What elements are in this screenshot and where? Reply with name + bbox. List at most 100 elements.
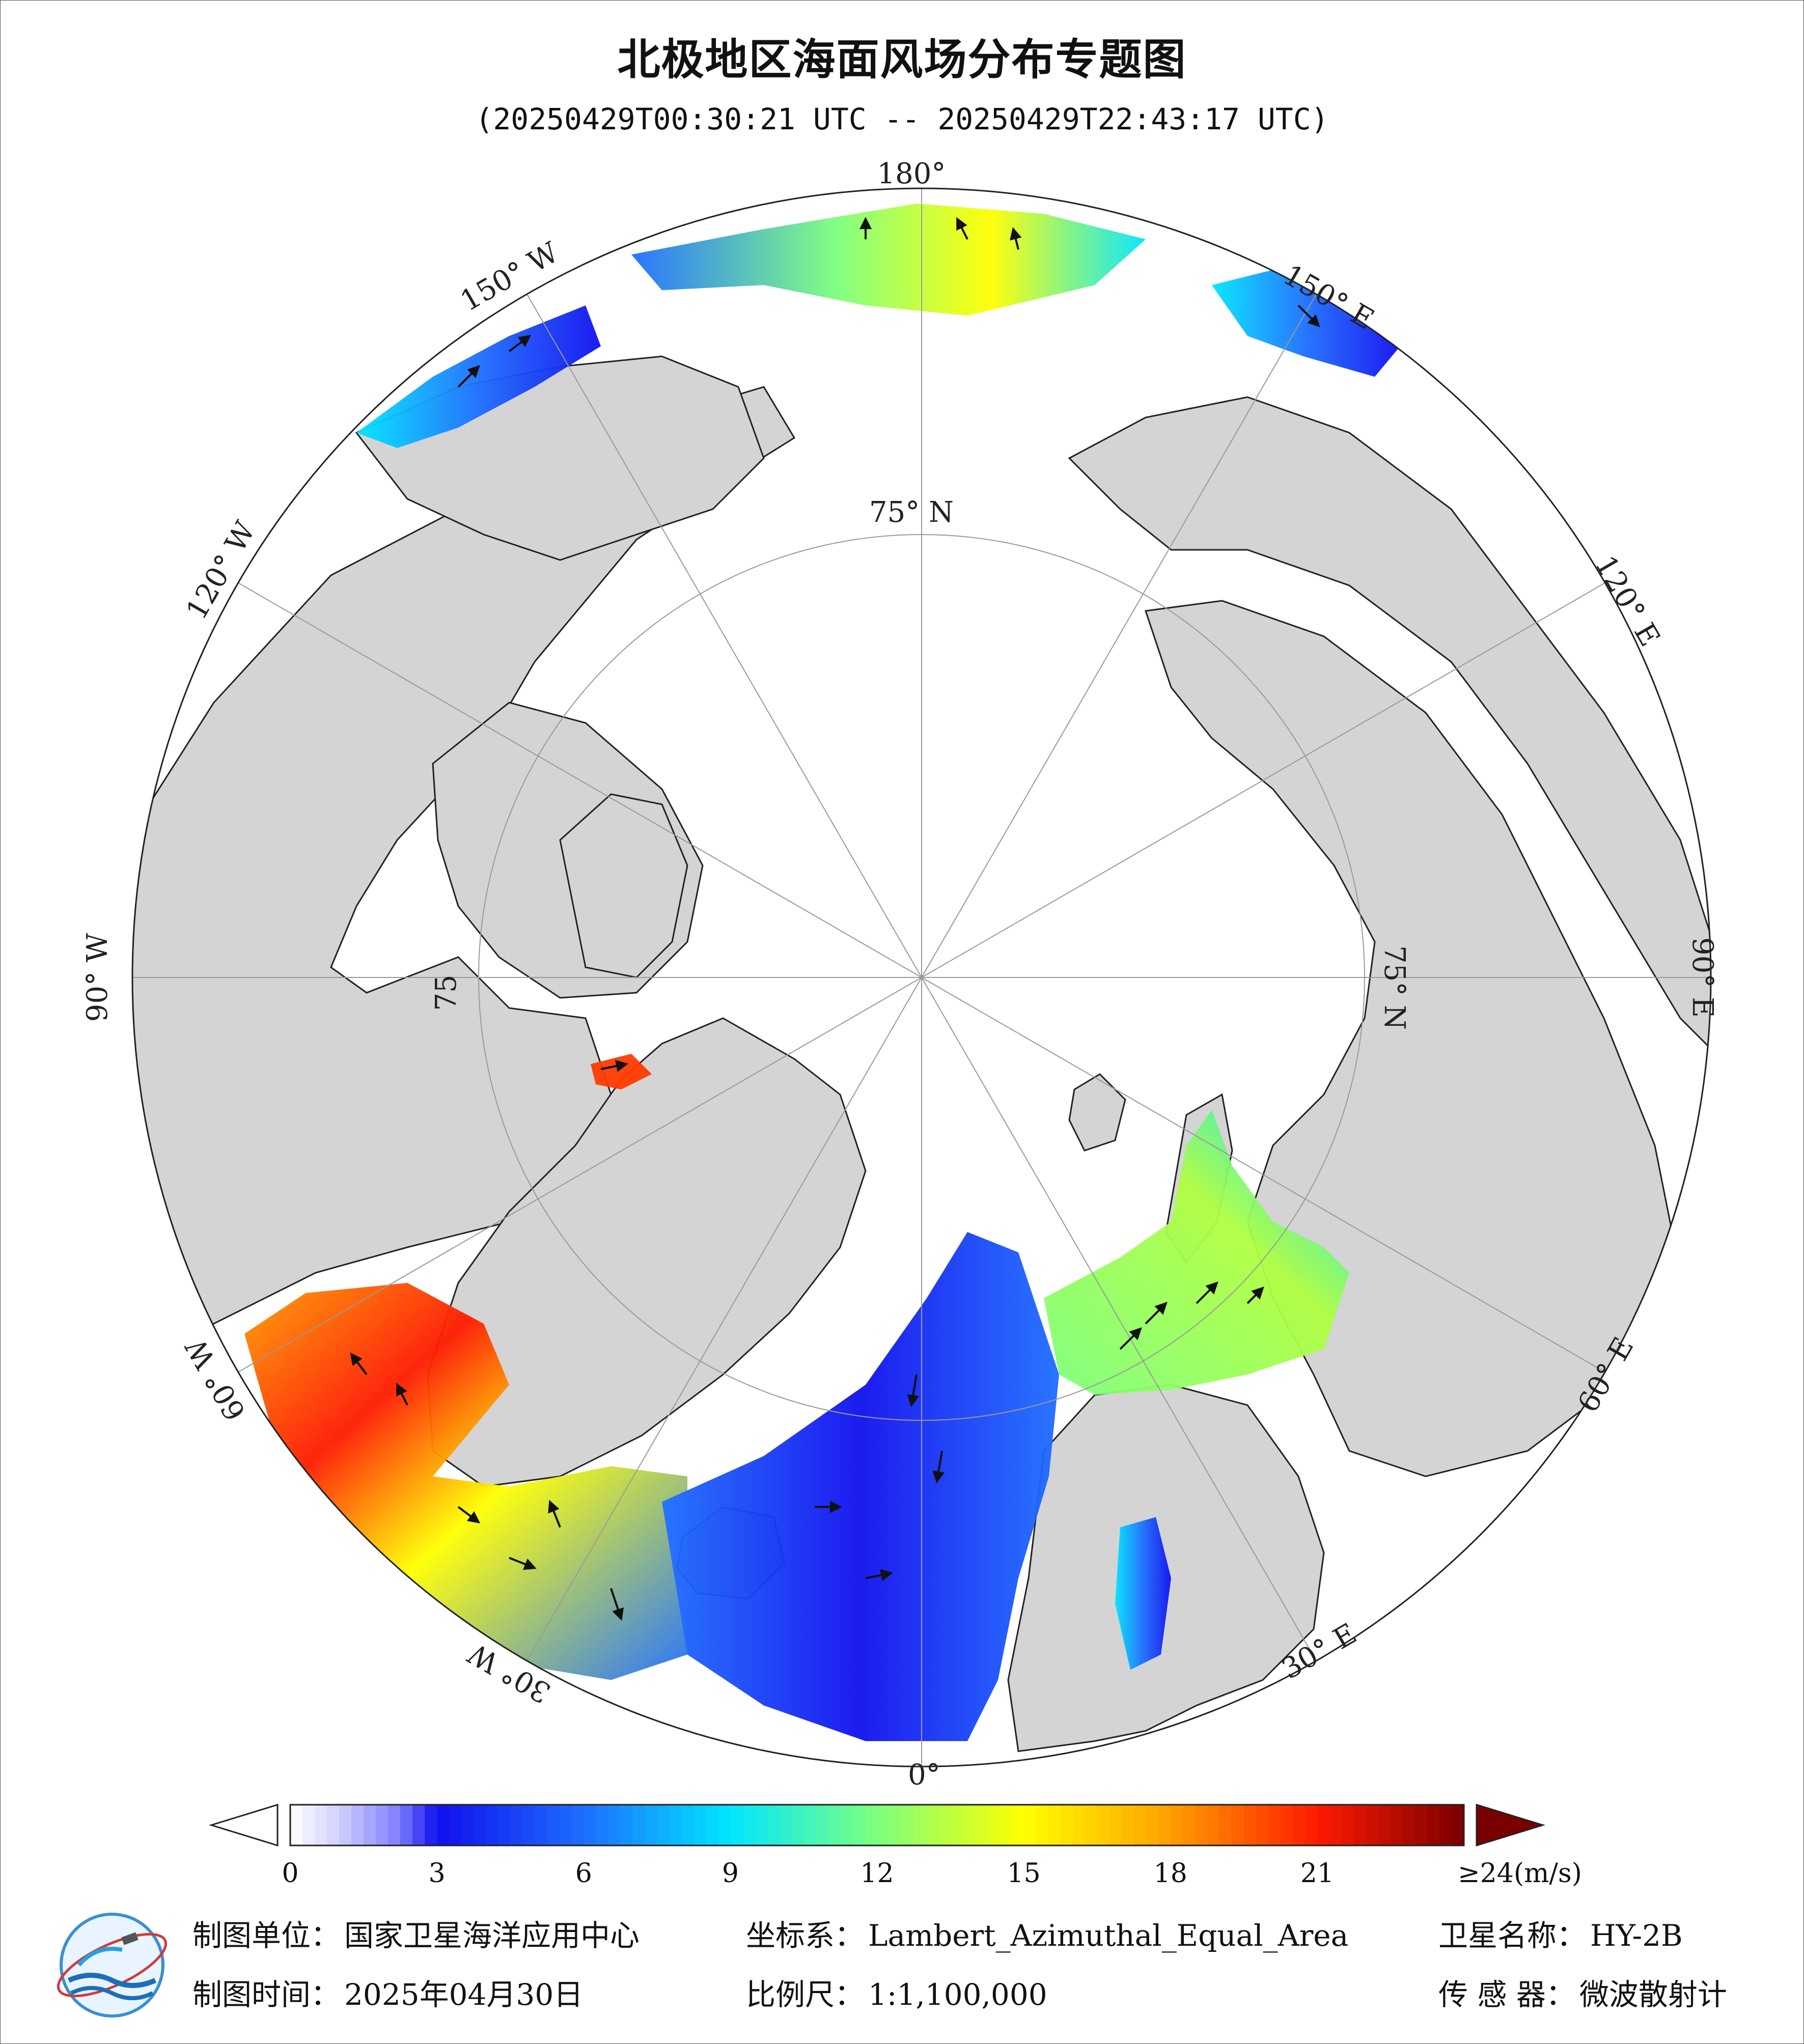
colorbar-cell <box>608 1805 621 1845</box>
colorbar-tick-label: 12 <box>860 1858 894 1889</box>
lat-label-left: 75 <box>430 974 463 1011</box>
colorbar-cell <box>1427 1805 1440 1845</box>
colorbar-high-extension <box>1476 1803 1546 1847</box>
footer-sensor-value: 微波散射计 <box>1579 1977 1727 2012</box>
colorbar-cell <box>461 1805 474 1845</box>
lon-label-90w: 90° W <box>81 933 114 1022</box>
colorbar-cell <box>1305 1805 1318 1845</box>
colorbar-tick-label: 21 <box>1300 1858 1334 1889</box>
wind-area-okhotsk <box>1212 270 1400 377</box>
colorbar-cell <box>376 1805 388 1845</box>
colorbar-cell <box>913 1805 927 1845</box>
colorbar-cell <box>315 1805 327 1845</box>
colorbar-cell <box>999 1805 1012 1845</box>
colorbar-cell <box>327 1805 340 1845</box>
colorbar-cell <box>1256 1805 1269 1845</box>
map-content <box>132 188 1711 1767</box>
wind-area-bering <box>631 204 1146 316</box>
colorbar-cell <box>474 1805 486 1845</box>
colorbar-cell <box>938 1805 951 1845</box>
colorbar-cell <box>1097 1805 1110 1845</box>
footer-unit-value: 国家卫星海洋应用中心 <box>344 1918 640 1953</box>
colorbar-cell <box>1085 1805 1098 1845</box>
footer-scale-label: 比例尺： <box>746 1977 865 2012</box>
colorbar-cell <box>657 1805 670 1845</box>
colorbar-cell <box>1292 1805 1306 1845</box>
colorbar-cell <box>1243 1805 1257 1845</box>
colorbar-cell <box>975 1805 988 1845</box>
colorbar-cell <box>1231 1805 1244 1845</box>
colorbar-cell <box>400 1805 413 1845</box>
colorbar-cell <box>730 1805 743 1845</box>
colorbar-tick-label: 18 <box>1153 1858 1187 1889</box>
colorbar-cell <box>1402 1805 1416 1845</box>
graticule <box>132 188 1711 1767</box>
lon-label-120e: 120° E <box>1588 550 1666 652</box>
colorbar-cell <box>1378 1805 1391 1845</box>
colorbar-cell <box>828 1805 841 1845</box>
footer-unit-label: 制图单位： <box>192 1918 341 1953</box>
colorbar-cell <box>1280 1805 1293 1845</box>
lon-label-150w: 150° W <box>455 236 564 318</box>
wind-area-north-atlantic-west <box>244 1283 687 1680</box>
colorbar-cell <box>755 1805 768 1845</box>
footer-sensor: 传 感 器： 微波散射计 <box>1438 1971 1727 2013</box>
colorbar-cell <box>950 1805 963 1845</box>
footer-satellite-value: HY-2B <box>1590 1918 1683 1953</box>
colorbar-cell <box>1023 1805 1037 1845</box>
colorbar-cell <box>522 1805 535 1845</box>
colorbar-cell <box>1072 1805 1086 1845</box>
footer-crs: 坐标系： Lambert_Azimuthal_Equal_Area <box>746 1912 1348 1954</box>
colorbar-cell <box>1353 1805 1367 1845</box>
colorbar-cell <box>498 1805 511 1845</box>
colorbar-cell <box>1317 1805 1330 1845</box>
colorbar-cell <box>693 1805 706 1845</box>
colorbar-cell <box>681 1805 694 1845</box>
colorbar-cell <box>1048 1805 1061 1845</box>
colorbar-cell <box>718 1805 731 1845</box>
footer-sensor-label: 传 感 器： <box>1438 1977 1575 2012</box>
lat-label-right: 75° N <box>1378 945 1411 1030</box>
footer-scale-value: 1:1,100,000 <box>868 1977 1047 2012</box>
footer-date-value: 2025年04月30日 <box>344 1977 584 2012</box>
colorbar-cell <box>339 1805 352 1845</box>
lon-label-180: 180° <box>877 157 946 190</box>
colorbar-cell <box>364 1805 376 1845</box>
colorbar-cell <box>1451 1805 1464 1845</box>
lat-label-top: 75° N <box>869 496 954 529</box>
colorbar-cell <box>632 1805 645 1845</box>
colorbar-cell <box>803 1805 817 1845</box>
map-title: 北极地区海面风场分布专题图 <box>617 35 1187 85</box>
colorbar-cells <box>290 1805 1464 1845</box>
colorbar-cell <box>1341 1805 1354 1845</box>
colorbar-cell <box>1439 1805 1452 1845</box>
colorbar-cell <box>1146 1805 1159 1845</box>
colorbar-tick-label: 3 <box>428 1858 446 1889</box>
land-greenland <box>427 1017 867 1488</box>
colorbar-cell <box>1170 1805 1183 1845</box>
colorbar-cell <box>449 1805 462 1845</box>
colorbar-cell <box>816 1805 829 1845</box>
land-svalbard <box>1068 1073 1126 1152</box>
colorbar-cell <box>865 1805 878 1845</box>
colorbar-cell <box>412 1805 425 1845</box>
footer-satellite: 卫星名称： HY-2B <box>1438 1912 1683 1954</box>
colorbar-cell <box>1133 1805 1147 1845</box>
colorbar-cell <box>1121 1805 1134 1845</box>
colorbar-cell <box>620 1805 633 1845</box>
colorbar-cell <box>1060 1805 1073 1845</box>
wind-area-baltic <box>1115 1517 1171 1670</box>
colorbar-cell <box>571 1805 584 1845</box>
footer-date: 制图时间： 2025年04月30日 <box>192 1971 583 2013</box>
colorbar-cell <box>779 1805 792 1845</box>
colorbar-cell <box>1390 1805 1403 1845</box>
colorbar-cell <box>1329 1805 1342 1845</box>
wind-vectors <box>350 217 1320 1621</box>
colorbar <box>208 1803 1546 1847</box>
colorbar-cell <box>1158 1805 1171 1845</box>
lon-label-0: 0° <box>908 1758 940 1791</box>
footer-crs-label: 坐标系： <box>746 1918 865 1953</box>
colorbar-cell <box>486 1805 498 1845</box>
wind-area-norwegian-sea <box>662 1232 1059 1741</box>
colorbar-cell <box>767 1805 780 1845</box>
